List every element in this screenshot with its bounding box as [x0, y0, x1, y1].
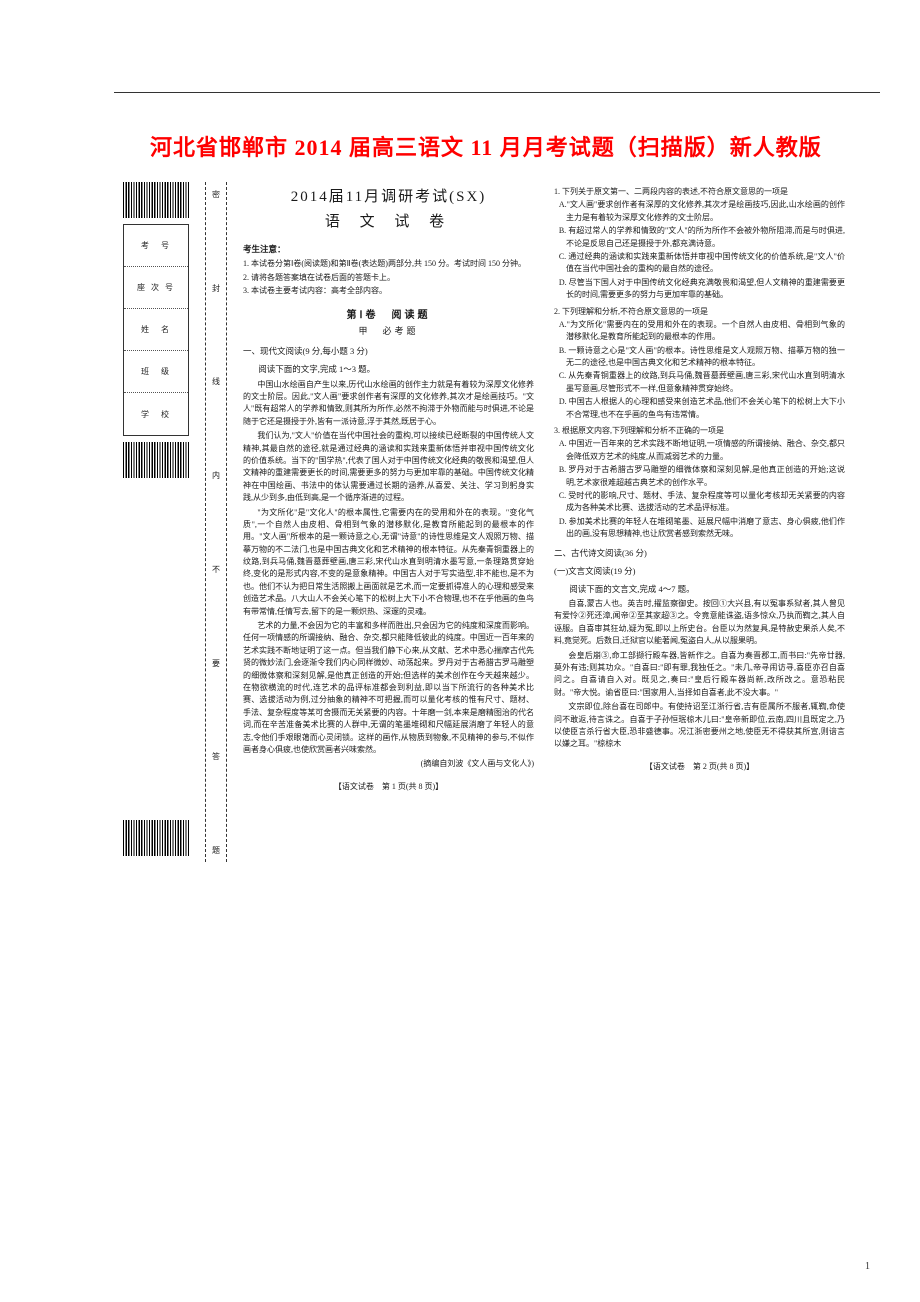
seal-line-text: 密 封 线 内 不 要 答 题 [205, 182, 227, 862]
passage-para: "为文所化"是"文化人"的根本属性,它需要内在的受用和外在的表现。"变化气质",… [243, 507, 534, 619]
classical-heading: 二、古代诗文阅读(36 分) [554, 547, 845, 560]
text-columns: 2014届11月调研考试(SX) 语 文 试 卷 考生注意： 1. 本试卷分第Ⅰ… [243, 182, 845, 862]
exam-title: 2014届11月调研考试(SX) [243, 186, 534, 209]
q2-opt-c: C. 从先秦青铜重器上的纹路,到兵马俑,魏晋墓葬壁画,唐三彩,宋代山水直到明清水… [554, 370, 845, 395]
seal-char: 密 [211, 190, 222, 198]
classical-para: 文宗即位,除台喜在司郎中。有使持诏至江浙行省,吉有臣属所不服者,辄鞫,命使问不敢… [554, 701, 845, 751]
q1-opt-c: C. 通过经典的涵读和实践来重新体悟并审视中国传统文化的价值系统,是"文人"价值… [554, 251, 845, 276]
section-1-heading: 第Ⅰ卷 阅读题 [243, 308, 534, 324]
q2-opt-d: D. 中国古人根据人的心理和感受来创造艺术品,他们不会关心笔下的松树上大下小不合… [554, 396, 845, 421]
exam-subject: 语 文 试 卷 [243, 211, 534, 234]
q3-opt-a: A. 中国近一百年来的艺术实践不断地证明,一项情感的所谓接纳、融合、杂交,都只会… [554, 438, 845, 463]
passage-para: 艺术的力量,不会因为它的丰富和多样而胜出,只会因为它的纯度和深度而影响。任何一项… [243, 620, 534, 756]
field-exam-number: 考 号 [124, 225, 188, 267]
q2-opt-b: B. 一颗诗意之心是"文人画"的根本。诗性思维是文人观照万物、描摹万物的独一无二… [554, 345, 845, 370]
classical-para: 会皇后崩③,命工部撷行殿车器,皆新作之。自喜为奏晋郡工,而书曰:"先帝廿器,莫外… [554, 650, 845, 700]
q2-opt-a: A."为文所化"需要内在的受用和外在的表现。一个自然人由皮相、骨相到气象的潜移默… [554, 319, 845, 344]
notice-item: 1. 本试卷分第Ⅰ卷(阅读题)和第Ⅱ卷(表达题)两部分,共 150 分。考试时间… [243, 258, 534, 270]
q3-opt-d: D. 参加美术比赛的年轻人在堆砌笔墨、延展尺幅中消磨了意志、身心俱疲,他们作出的… [554, 516, 845, 541]
document-page-number: 1 [865, 1261, 870, 1272]
barcode-top [123, 182, 189, 218]
q1-stem: 1. 下列关于原文第一、二两段内容的表述,不符合原文意思的一项是 [554, 186, 845, 198]
q2-stem: 2. 下列理解和分析,不符合原文意思的一项是 [554, 306, 845, 318]
barcode-bottom [123, 820, 189, 856]
notice-item: 2. 请将各题答案填在试卷后面的答题卡上。 [243, 272, 534, 284]
passage-para: 我们认为,"文人"价值在当代中国社会的重构,可以接续已经断裂的中国传统人文精神,… [243, 430, 534, 504]
q1-opt-d: D. 尽管当下国人对于中国传统文化经典充满敬畏和渴望,但人文精神的重建需要更长的… [554, 277, 845, 302]
left-column: 2014届11月调研考试(SX) 语 文 试 卷 考生注意： 1. 本试卷分第Ⅰ… [243, 182, 534, 862]
notice-heading: 考生注意： [243, 243, 534, 256]
notice-item: 3. 本试卷主要考试内容：高考全部内容。 [243, 285, 534, 297]
seal-char: 不 [211, 565, 222, 573]
field-name: 姓 名 [124, 309, 188, 351]
modern-reading-heading: 一、现代文阅读(9 分,每小题 3 分) [243, 345, 534, 358]
q1-opt-b: B. 有超过常人的学养和情致的"文人"的所为所作不会被外物所阻滞,而是与时俱进,… [554, 225, 845, 250]
field-school: 学 校 [124, 393, 188, 435]
document-title: 河北省邯郸市 2014 届高三语文 11 月月考试题（扫描版）新人教版 [150, 130, 860, 162]
passage-para: 中国山水绘画自产生以来,历代山水绘画的创作主力就是有着较为深厚文化修养的文士阶层… [243, 379, 534, 429]
seal-char: 封 [211, 284, 222, 292]
right-column: 1. 下列关于原文第一、二两段内容的表述,不符合原文意思的一项是 A."文人画"… [554, 182, 845, 862]
section-1-sub: 甲 必考题 [243, 325, 534, 339]
q3-stem: 3. 根据原文内容,下列理解和分析不正确的一项是 [554, 425, 845, 437]
seal-char: 线 [211, 377, 222, 385]
page-footer-left: 【语文试卷 第 1 页(共 8 页)】 [243, 781, 534, 793]
classical-para: 自喜,蒙古人也。英吉时,擢监察御史。按回①大兴县,有以冤事系狱者,其人曾见有爱怜… [554, 598, 845, 648]
q3-opt-c: C. 受时代的影响,尺寸、题材、手法、复杂程度等可以量化考核却无关紧要的内容成为… [554, 490, 845, 515]
q1-opt-a: A."文人画"要求创作者有深厚的文化修养,其次才是绘画技巧,因此,山水绘画的创作… [554, 199, 845, 224]
field-class: 班 级 [124, 351, 188, 393]
field-seat-number: 座 次 号 [124, 267, 188, 309]
header-rule [114, 92, 880, 93]
candidate-info-boxes: 考 号 座 次 号 姓 名 班 级 学 校 [123, 224, 189, 436]
classical-lead: 阅读下面的文言文,完成 4～7 题。 [554, 583, 845, 596]
seal-char: 题 [211, 846, 222, 854]
scan-page-area: 考 号 座 次 号 姓 名 班 级 学 校 密 封 线 内 不 要 答 题 20… [123, 182, 845, 862]
barcode-mid [123, 442, 189, 478]
q3-opt-b: B. 罗丹对于古希腊古罗马雕塑的细微体察和深刻见解,是他真正创造的开始;这说明,… [554, 464, 845, 489]
modern-reading-lead: 阅读下面的文字,完成 1～3 题。 [243, 363, 534, 376]
passage-source: (摘编自刘波《文人画与文化人》) [243, 758, 534, 770]
seal-char: 答 [211, 752, 222, 760]
classical-sub: (一)文言文阅读(19 分) [554, 565, 845, 578]
seal-char: 要 [211, 659, 222, 667]
seal-char: 内 [211, 471, 222, 479]
page-footer-right: 【语文试卷 第 2 页(共 8 页)】 [554, 761, 845, 773]
binding-column: 考 号 座 次 号 姓 名 班 级 学 校 [123, 182, 189, 862]
